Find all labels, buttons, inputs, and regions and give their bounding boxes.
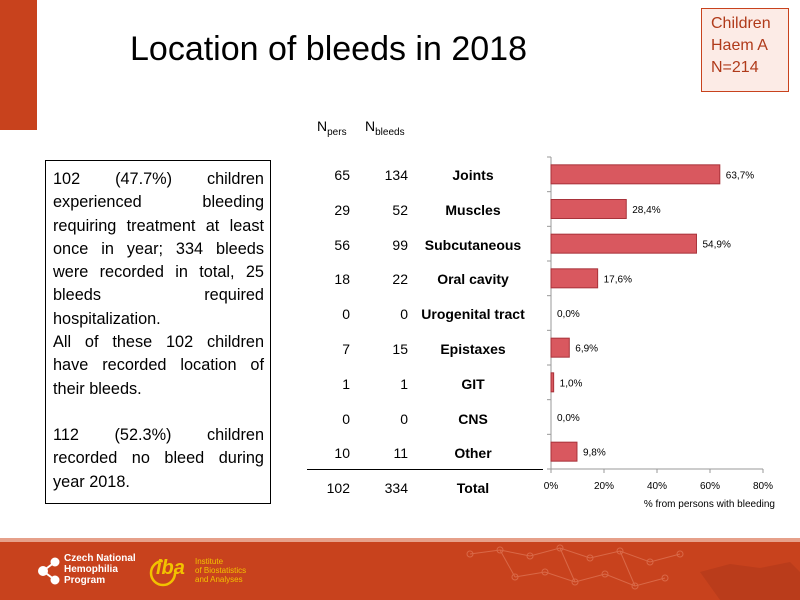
x-tick-label: 20% [594,481,614,492]
bar [550,337,570,358]
group-label-line: N=214 [711,59,759,76]
total-nbleeds: 334 [384,480,408,496]
x-tick-label: 40% [647,481,667,492]
group-label-line: Children [711,15,771,32]
row-location: CNS [458,411,488,427]
summary-box: 102 (47.7%) children experienced bleedin… [45,160,271,504]
footer-decoration [466,544,800,600]
bar-value-label: 54,9% [702,240,730,251]
x-tick-label: 0% [544,481,559,492]
row-npers: 10 [334,445,350,461]
group-label-box: Children Haem A N=214 [701,8,789,92]
bar-value-label: 17,6% [604,274,632,285]
summary-paragraph: 102 (47.7%) children experienced bleedin… [53,170,264,328]
bar [550,199,627,219]
iba-line: of Biostatistics [195,566,247,575]
bar-value-label: 6,9% [575,344,598,355]
row-nbleeds: 11 [393,445,408,461]
total-npers: 102 [326,480,350,496]
network-icon [38,557,60,585]
x-tick-label: 60% [700,481,720,492]
cnhp-line: Czech National [64,553,136,564]
row-nbleeds: 15 [392,341,408,357]
bar [550,268,599,289]
row-npers: 56 [334,237,350,253]
row-location: Muscles [445,202,501,218]
iba-mark-icon [149,559,177,587]
footer-stripe [0,538,800,542]
iba-line: Institute [195,557,224,566]
row-nbleeds: 22 [392,271,408,287]
row-location: Urogenital tract [421,306,525,322]
row-npers: 1 [342,376,350,392]
bar-value-label: 1,0% [560,378,583,389]
row-npers: 65 [334,167,350,183]
accent-bar [0,0,37,130]
iba-wordmark: iba [156,557,185,579]
row-nbleeds: 1 [400,376,408,392]
row-location: Oral cavity [437,271,509,287]
bar [550,441,578,462]
summary-paragraph: 112 (52.3%) children recorded no bleed d… [53,425,264,491]
bar-value-label: 9,8% [583,448,606,459]
header-nbleeds: Nbleeds [365,118,405,138]
total-label: Total [456,480,490,496]
row-npers: 0 [342,411,350,427]
row-location: Subcutaneous [424,237,522,253]
group-label-line: Haem A [711,37,768,54]
bar-value-label: 0,0% [557,413,580,424]
row-nbleeds: 134 [384,167,408,183]
row-npers: 7 [342,341,350,357]
bar-value-label: 28,4% [632,205,660,216]
header-npers: Npers [317,118,347,138]
slide-title: Location of bleeds in 2018 [130,30,527,68]
bar [550,164,721,185]
row-nbleeds: 52 [392,202,408,218]
row-nbleeds: 0 [400,411,408,427]
row-npers: 18 [334,271,350,287]
footer [0,542,800,600]
bar [550,372,555,393]
row-location: Joints [452,167,494,183]
row-npers: 29 [334,202,350,218]
row-npers: 0 [342,306,350,322]
summary-paragraph: All of these 102 children have recorded … [53,333,264,398]
x-tick-label: 80% [753,481,773,492]
row-location: Other [454,445,492,461]
iba-line: and Analyses [195,575,243,584]
bar-value-label: 0,0% [557,309,580,320]
bar-value-label: 63,7% [726,170,754,181]
cnhp-line: Program [64,575,106,586]
cnhp-line: Hemophilia [64,564,118,575]
cnhp-logo: Czech National Hemophilia Program [38,550,150,596]
x-axis-label: % from persons with bleeding [644,499,775,510]
total-divider [307,469,543,470]
row-nbleeds: 0 [400,306,408,322]
iba-logo: iba Institute of Biostatistics and Analy… [147,553,277,595]
row-nbleeds: 99 [392,237,408,253]
row-location: Epistaxes [440,341,506,357]
row-location: GIT [461,376,485,392]
bar-chart: 0% 20% 40% 60% 80% % from persons with bleedi… [544,156,775,510]
bar [550,233,697,254]
